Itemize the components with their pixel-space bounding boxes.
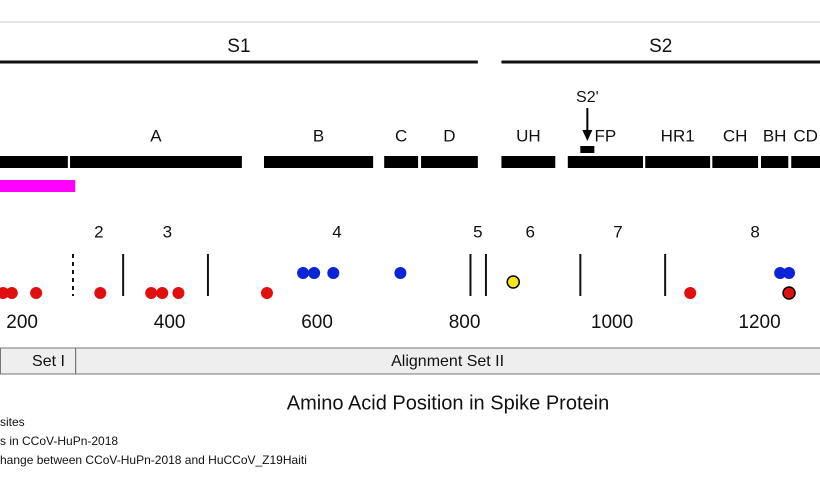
site-point [774,267,787,279]
legend-label: sites [0,415,25,429]
domain-label: C [395,126,407,145]
domain-label: HR1 [661,126,695,145]
site-point [145,287,158,299]
x-tick-label: 800 [449,312,481,333]
x-tick-label: 200 [6,312,38,333]
domain-bar [791,156,820,168]
region-label: 3 [163,222,172,241]
alignment-set-box [0,347,77,375]
domain-label: B [313,126,324,145]
domain-label: FP [595,126,617,145]
domain-bar [0,156,68,168]
domain-bar [761,156,789,168]
domain-bar [263,156,374,168]
site-point [782,286,796,300]
x-tick-label: 400 [154,312,186,333]
domain-bar [384,156,419,168]
domain-bar [501,156,556,168]
site-point [506,275,520,289]
region-label: 4 [332,222,341,241]
legend-label: s in CCoV-HuPn-2018 [0,434,118,448]
site-point [156,287,169,299]
domain-label: CD [793,126,818,145]
alignment-set-label: Set I [32,353,65,370]
site-point [783,267,796,279]
site-point [94,287,107,299]
subunit-label: S2 [649,36,672,57]
region-label: 2 [94,222,103,241]
region-label: 8 [750,222,759,241]
region-label: 7 [613,222,622,241]
x-tick-label: 1200 [738,312,780,333]
site-point [5,287,18,299]
x-tick-label: 600 [301,312,333,333]
domain-bar [421,156,478,168]
x-tick-label: 1000 [591,312,633,333]
cleavage-label: S2' [576,89,599,106]
alignment-set-box [75,347,820,375]
legend-label: hange between CCoV-HuPn-2018 and HuCCoV_… [0,453,307,467]
site-point [30,287,43,299]
cleavage-bar [580,146,595,153]
domain-bar [645,156,711,168]
site-point [308,267,321,279]
domain-label: D [443,126,455,145]
site-point [260,287,273,299]
x-axis-label: Amino Acid Position in Spike Protein [287,392,609,414]
site-point [172,287,185,299]
region-label: 5 [473,222,482,241]
domain-bar [712,156,759,168]
domain-bar [567,156,644,168]
domain-label: BH [763,126,787,145]
site-point [297,267,310,279]
domain-label: CH [723,126,748,145]
cleavage-arrowhead [582,130,593,141]
domain-bar [70,156,242,168]
domain-label: A [150,126,162,145]
alignment-set-label: Alignment Set II [391,353,504,370]
site-point [394,267,407,279]
site-point [327,267,340,279]
region-label: 6 [525,222,534,241]
domain-label: UH [516,126,541,145]
site-point [684,287,697,299]
highlight-bar [0,180,76,192]
subunit-label: S1 [227,36,250,57]
